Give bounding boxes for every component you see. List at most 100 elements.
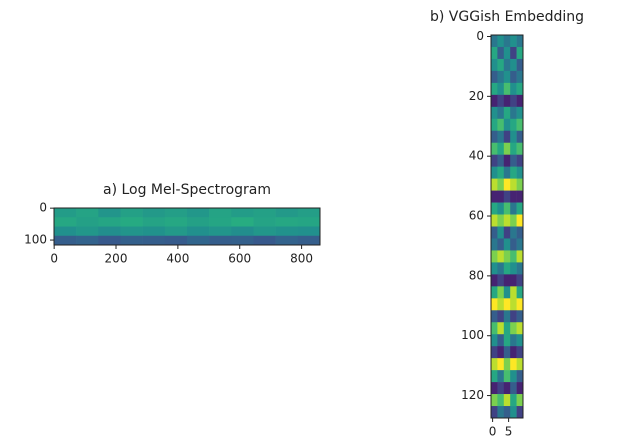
- heatmap-cell: [516, 94, 524, 108]
- heatmap-cell: [491, 226, 498, 239]
- chart-title: a) Log Mel-Spectrogram: [103, 182, 271, 198]
- heatmap-cell: [209, 226, 232, 237]
- heatmap-cell: [510, 154, 517, 167]
- heatmap-cell: [503, 118, 511, 132]
- heatmap-cell: [491, 70, 498, 84]
- heatmap-cell: [98, 217, 121, 227]
- heatmap-cell: [516, 382, 524, 395]
- heatmap-cell: [497, 35, 505, 48]
- heatmap-cell: [516, 154, 524, 167]
- heatmap-cell: [491, 346, 498, 359]
- heatmap-cell: [297, 226, 321, 237]
- heatmap-cell: [491, 118, 498, 132]
- heatmap-cell: [491, 190, 498, 203]
- heatmap-cell: [510, 346, 517, 359]
- heatmap-cell: [516, 70, 524, 84]
- heatmap-cell: [120, 217, 143, 227]
- heatmap-cell: [54, 235, 77, 246]
- heatmap-cell: [503, 214, 511, 227]
- heatmap-cell: [497, 238, 505, 251]
- heatmap-cell: [497, 142, 505, 155]
- heatmap-cell: [503, 406, 511, 419]
- heatmap-cell: [491, 322, 498, 335]
- heatmap-cell: [510, 82, 517, 96]
- heatmap-cell: [516, 82, 524, 96]
- heatmap-cell: [164, 235, 188, 246]
- heatmap-cell: [497, 286, 505, 299]
- heatmap-cell: [516, 214, 524, 227]
- heatmap-cell: [516, 238, 524, 251]
- heatmap-cell: [503, 94, 511, 108]
- heatmap-cell: [516, 35, 524, 48]
- chart-title: b) VGGish Embedding: [430, 9, 584, 25]
- heatmap-cell: [510, 358, 517, 371]
- x-tick-label: 400: [166, 252, 189, 266]
- heatmap-cell: [497, 118, 505, 132]
- heatmap-cell: [503, 250, 511, 263]
- x-tick-label: 600: [228, 252, 251, 266]
- heatmap-cell: [253, 235, 276, 246]
- heatmap-cell: [510, 310, 517, 323]
- heatmap-cell: [510, 382, 517, 395]
- heatmap-cell: [503, 382, 511, 395]
- heatmap-cell: [231, 235, 254, 246]
- heatmap-cell: [497, 202, 505, 215]
- heatmap-cell: [510, 334, 517, 347]
- y-tick-label: 120: [461, 388, 484, 402]
- heatmap-cell: [120, 208, 143, 218]
- heatmap-cell: [510, 322, 517, 335]
- heatmap-cell: [491, 130, 498, 144]
- heatmap-cell: [516, 358, 524, 371]
- heatmap-cell: [491, 274, 498, 287]
- heatmap-cell: [497, 274, 505, 287]
- heatmap-cell: [275, 208, 299, 218]
- y-tick-label: 60: [469, 209, 484, 223]
- heatmap-cell: [297, 235, 321, 246]
- heatmap-cell: [503, 310, 511, 323]
- heatmap-cell: [510, 118, 517, 132]
- heatmap-cell: [510, 214, 517, 227]
- heatmap-cell: [497, 46, 505, 60]
- heatmap-cell: [491, 178, 498, 191]
- heatmap-cell: [164, 226, 188, 237]
- heatmap-cell: [491, 94, 498, 108]
- heatmap-cell: [503, 130, 511, 144]
- heatmap-cell: [516, 298, 524, 311]
- heatmap-cell: [98, 235, 121, 246]
- heatmap-cell: [510, 286, 517, 299]
- heatmap-cell: [497, 394, 505, 407]
- heatmap-cell: [491, 238, 498, 251]
- heatmap-cell: [510, 166, 517, 179]
- heatmap-cell: [510, 58, 517, 72]
- heatmap-cell: [503, 82, 511, 96]
- heatmap-cell: [516, 142, 524, 155]
- x-tick-label: 0: [50, 252, 58, 266]
- heatmap-cell: [275, 226, 299, 237]
- heatmap-cell: [491, 298, 498, 311]
- heatmap-cell: [497, 358, 505, 371]
- heatmap-cell: [503, 298, 511, 311]
- heatmap-cell: [76, 208, 99, 218]
- heatmap-cell: [491, 262, 498, 275]
- heatmap-cell: [516, 106, 524, 120]
- heatmap-cell: [497, 130, 505, 144]
- heatmap-cell: [503, 190, 511, 203]
- x-tick-label: 0: [489, 425, 497, 439]
- heatmap-cell: [209, 208, 232, 218]
- heatmap-cell: [209, 217, 232, 227]
- heatmap-cell: [497, 406, 505, 419]
- heatmap-cell: [510, 190, 517, 203]
- heatmap-cell: [491, 214, 498, 227]
- heatmap-cell: [516, 250, 524, 263]
- heatmap-cell: [510, 94, 517, 108]
- heatmap-cell: [510, 250, 517, 263]
- heatmap-cell: [164, 208, 188, 218]
- heatmap-cell: [491, 358, 498, 371]
- heatmap-cell: [510, 106, 517, 120]
- heatmap-cell: [510, 226, 517, 239]
- heatmap-cell: [516, 118, 524, 132]
- heatmap-cell: [516, 274, 524, 287]
- heatmap-cell: [497, 298, 505, 311]
- heatmap-cell: [503, 334, 511, 347]
